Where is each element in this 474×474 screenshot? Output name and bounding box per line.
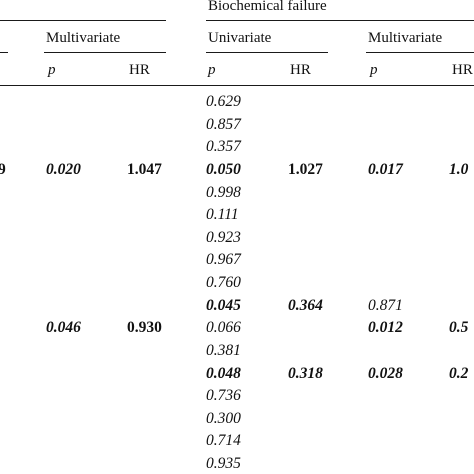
- subheader-multivariate-right: Multivariate: [368, 30, 443, 46]
- uni-p-cell: 0.048: [206, 365, 241, 382]
- column-header-left-p: p: [48, 62, 56, 78]
- uni-p-cell: 0.381: [206, 342, 241, 359]
- uni-p-cell: 0.066: [206, 319, 241, 336]
- right-p-cell: 0.871: [368, 297, 403, 314]
- left-hr-cell: 0.930: [127, 319, 162, 336]
- uni-p-cell: 0.045: [206, 297, 241, 314]
- multivariate-right-rule: [366, 52, 474, 53]
- univariate-rule: [206, 52, 328, 53]
- uni-hr-cell: 1.027: [288, 161, 323, 178]
- left-edge-rule: [0, 52, 8, 53]
- left-edge-cell: 9: [0, 161, 6, 178]
- right-hr-cell: 1.0: [449, 161, 469, 178]
- uni-p-cell: 0.923: [206, 229, 241, 246]
- column-header-right-hr: HR: [452, 62, 473, 78]
- uni-p-cell: 0.967: [206, 251, 241, 268]
- column-header-left-hr: HR: [129, 62, 150, 78]
- uni-hr-cell: 0.364: [288, 297, 323, 314]
- multivariate-left-rule: [44, 52, 166, 53]
- right-hr-cell: 0.5: [449, 319, 469, 336]
- uni-p-cell: 0.714: [206, 432, 241, 449]
- uni-p-cell: 0.736: [206, 387, 241, 404]
- column-header-uni-p: p: [208, 62, 216, 78]
- left-hr-cell: 1.047: [127, 161, 162, 178]
- uni-p-cell: 0.760: [206, 274, 241, 291]
- right-p-cell: 0.012: [368, 319, 403, 336]
- uni-p-cell: 0.300: [206, 410, 241, 427]
- column-header-uni-hr: HR: [290, 62, 311, 78]
- uni-p-cell: 0.998: [206, 184, 241, 201]
- uni-p-cell: 0.111: [206, 206, 239, 223]
- top-rule-left: [0, 20, 166, 21]
- right-p-cell: 0.017: [368, 161, 403, 178]
- uni-p-cell: 0.357: [206, 138, 241, 155]
- uni-p-cell: 0.935: [206, 455, 241, 472]
- header-bottom-rule: [0, 85, 474, 86]
- subheader-univariate: Univariate: [208, 30, 272, 46]
- column-header-right-p: p: [370, 62, 378, 78]
- group-rule: [206, 20, 474, 21]
- right-p-cell: 0.028: [368, 365, 403, 382]
- left-p-cell: 0.020: [46, 161, 81, 178]
- uni-p-cell: 0.857: [206, 116, 241, 133]
- right-hr-cell: 0.2: [449, 365, 469, 382]
- uni-p-cell: 0.050: [206, 161, 241, 178]
- uni-p-cell: 0.629: [206, 93, 241, 110]
- left-p-cell: 0.046: [46, 319, 81, 336]
- uni-hr-cell: 0.318: [288, 365, 323, 382]
- group-header-biochemical-failure: Biochemical failure: [208, 0, 327, 14]
- subheader-multivariate-left: Multivariate: [46, 30, 121, 46]
